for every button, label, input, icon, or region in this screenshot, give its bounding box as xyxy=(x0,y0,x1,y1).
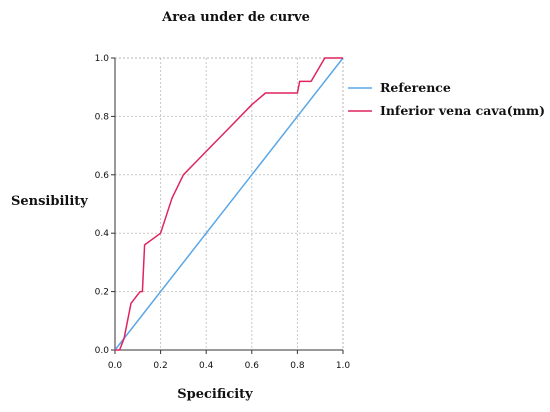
y-tick-label: 0.4 xyxy=(95,229,110,239)
legend-label-reference: Reference xyxy=(380,80,451,95)
y-tick-label: 0.2 xyxy=(95,288,109,298)
legend-label-inferior-vena-cava: Inferior vena cava(mm) xyxy=(380,103,545,118)
y-tick-label: 0.6 xyxy=(95,171,110,181)
series-line-inferior-vena-cava-mm xyxy=(115,57,343,351)
y-tick-label: 1.0 xyxy=(95,54,110,64)
legend: Reference Inferior vena cava(mm) xyxy=(348,80,545,118)
y-axis-title: Sensibility xyxy=(11,194,88,209)
tick-labels: 0.0 0.2 0.4 0.6 0.8 1.0 0.0 0.2 0.4 0.6 0.8 1.0 xyxy=(95,54,351,371)
series-layer xyxy=(114,57,344,351)
series-line-reference xyxy=(114,57,344,351)
chart-title: Area under de curve xyxy=(161,10,310,25)
x-tick-label: 0.4 xyxy=(199,361,214,371)
x-tick-label: 0.6 xyxy=(245,361,260,371)
y-tick-label: 0.8 xyxy=(95,112,110,122)
x-tick-label: 0.0 xyxy=(108,361,123,371)
x-axis-title: Specificity xyxy=(177,387,253,402)
y-tick-label: 0.0 xyxy=(95,346,110,356)
x-tick-label: 0.8 xyxy=(290,361,305,371)
axes xyxy=(111,57,344,354)
x-tick-label: 0.2 xyxy=(153,361,167,371)
x-tick-label: 1.0 xyxy=(336,361,351,371)
